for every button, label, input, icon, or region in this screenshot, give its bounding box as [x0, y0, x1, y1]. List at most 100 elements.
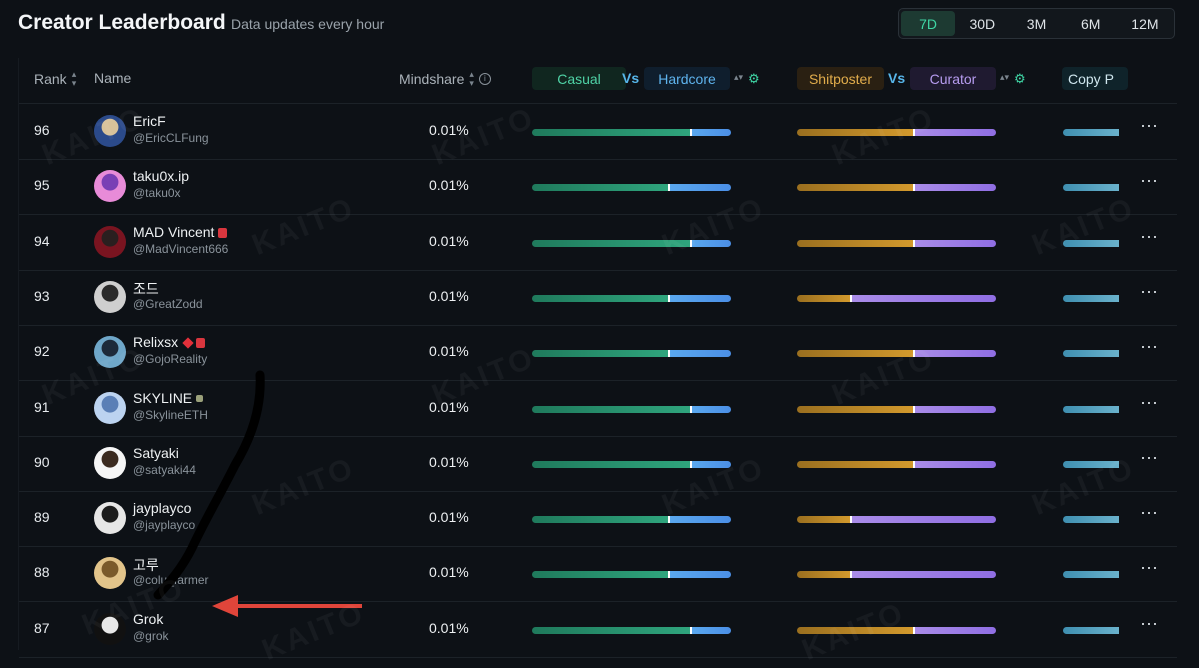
rank-number: 87 — [34, 619, 50, 636]
creator-name-text: taku0x.ip — [133, 168, 190, 185]
copy-bar — [1063, 184, 1119, 192]
mindshare-column-header[interactable]: Mindshare ▴ ▾ i — [399, 70, 491, 88]
shitposter-curator-bar — [797, 516, 996, 524]
shitposter-curator-bar — [797, 129, 996, 136]
avatar[interactable] — [94, 170, 126, 203]
avatar[interactable] — [94, 557, 126, 590]
creator-name[interactable]: EricF — [133, 113, 166, 129]
casual-hardcore-bar — [532, 184, 731, 192]
avatar[interactable] — [94, 115, 126, 147]
creator-name-text: EricF — [133, 113, 166, 129]
avatar[interactable] — [94, 502, 126, 535]
casual-hardcore-bar — [532, 405, 731, 413]
more-options-icon[interactable]: ⋯ — [1140, 116, 1159, 136]
shitposter-filter[interactable]: Shitposter — [797, 67, 884, 90]
table-row[interactable]: 87 Grok @grok 0.01% ⋯ — [19, 602, 1177, 658]
name-column-header: Name — [94, 70, 131, 86]
page-title: Creator Leaderboard — [18, 11, 226, 34]
copy-bar — [1063, 350, 1119, 358]
name-header-label: Name — [94, 70, 132, 86]
copy-bar — [1063, 516, 1119, 524]
casual-hardcore-bar — [532, 294, 731, 302]
creator-handle: @satyaki44 — [133, 462, 196, 477]
table-row[interactable]: 92 Relixsx @GojoReality 0.01% ⋯ — [19, 325, 1177, 382]
mindshare-value: 0.01% — [429, 232, 469, 249]
more-options-icon[interactable]: ⋯ — [1140, 503, 1159, 524]
copy-filter[interactable]: Copy P — [1062, 67, 1128, 90]
period-tab-30d[interactable]: 30D — [969, 15, 996, 32]
table-row[interactable]: 89 jayplayco @jayplayco 0.01% ⋯ — [19, 491, 1177, 548]
more-options-icon[interactable]: ⋯ — [1140, 226, 1159, 247]
more-options-icon[interactable]: ⋯ — [1140, 558, 1159, 579]
avatar[interactable] — [94, 336, 126, 369]
table-row[interactable]: 93 조드 @GreatZodd 0.01% ⋯ — [19, 270, 1177, 326]
avatar[interactable] — [94, 391, 126, 424]
settings-icon[interactable]: ⚙ — [1014, 71, 1026, 86]
avatar[interactable] — [94, 612, 126, 645]
copy-bar — [1063, 294, 1119, 302]
creator-name[interactable]: jayplayco — [133, 500, 191, 516]
mindshare-value: 0.01% — [429, 287, 469, 304]
rank-column-header[interactable]: Rank ▴ ▾ — [34, 70, 76, 88]
creator-name[interactable]: 조드 — [133, 279, 159, 299]
red-arrow-annotation — [212, 595, 362, 617]
table-row[interactable]: 88 고루 @colu_farmer 0.01% ⋯ — [19, 546, 1177, 603]
sort-icon: ▴ ▾ — [469, 69, 474, 88]
badge-icon — [196, 395, 204, 403]
casual-hardcore-bar — [532, 571, 731, 579]
table-header: Rank ▴ ▾ Name Mindshare ▴ ▾ i Casual Vs Ha… — [19, 58, 1177, 104]
period-tab-12m[interactable]: 12M — [1131, 15, 1159, 32]
more-options-icon[interactable]: ⋯ — [1140, 392, 1159, 413]
table-row[interactable]: 90 Satyaki @satyaki44 0.01% ⋯ — [19, 436, 1177, 492]
creator-handle: @GojoReality — [133, 352, 208, 367]
table-row[interactable]: 91 SKYLINE @SkylineETH 0.01% ⋯ — [19, 381, 1177, 437]
sort-icon[interactable]: ▴▾ — [1000, 72, 1010, 82]
mindshare-value: 0.01% — [429, 122, 469, 138]
shitposter-curator-bar — [797, 626, 996, 634]
casual-hardcore-bar — [532, 626, 731, 634]
mindshare-value: 0.01% — [429, 509, 469, 526]
avatar[interactable] — [94, 225, 126, 258]
period-tab-3m[interactable]: 3M — [1026, 15, 1047, 32]
period-selector: 7D 30D 3M 6M 12M — [898, 8, 1175, 39]
hand-drawn-scribble — [153, 370, 265, 600]
table-row[interactable]: 95 taku0x.ip @taku0x 0.01% ⋯ — [19, 159, 1177, 216]
creator-name[interactable]: Grok — [133, 611, 163, 627]
more-options-icon[interactable]: ⋯ — [1140, 447, 1159, 468]
info-icon[interactable]: i — [478, 73, 491, 85]
table-row[interactable]: 94 MAD Vincent @MadVincent666 0.01% ⋯ — [19, 215, 1177, 271]
sort-icon[interactable]: ▴▾ — [734, 72, 744, 82]
more-options-icon[interactable]: ⋯ — [1140, 613, 1159, 634]
creator-name[interactable]: taku0x.ip — [133, 168, 189, 184]
creator-name[interactable]: Satyaki — [133, 445, 179, 461]
avatar[interactable] — [94, 446, 126, 479]
rank-number: 88 — [34, 564, 50, 581]
more-options-icon[interactable]: ⋯ — [1140, 171, 1159, 192]
period-tab-6m[interactable]: 6M — [1080, 15, 1101, 32]
settings-icon[interactable]: ⚙ — [748, 71, 760, 86]
rank-number: 91 — [34, 398, 50, 415]
creator-name[interactable]: Relixsx — [133, 334, 206, 350]
creator-name-text: jayplayco — [133, 500, 192, 517]
hardcore-filter[interactable]: Hardcore — [644, 67, 730, 90]
creator-handle: @taku0x — [133, 186, 181, 201]
period-tab-7d[interactable]: 7D — [901, 11, 956, 36]
creator-name[interactable]: 고루 — [133, 555, 159, 575]
rank-number: 94 — [34, 232, 50, 249]
avatar[interactable] — [94, 280, 126, 313]
casual-hardcore-bar — [532, 460, 731, 468]
casual-hardcore-bar — [532, 129, 731, 136]
casual-filter[interactable]: Casual — [532, 67, 626, 90]
more-options-icon[interactable]: ⋯ — [1140, 281, 1159, 302]
more-options-icon[interactable]: ⋯ — [1140, 337, 1159, 358]
mindshare-value: 0.01% — [429, 564, 469, 581]
shitposter-curator-bar — [797, 405, 996, 413]
copy-bar — [1063, 626, 1119, 634]
creator-name[interactable]: MAD Vincent — [133, 224, 228, 240]
casual-hardcore-bar — [532, 350, 731, 358]
creator-name[interactable]: SKYLINE — [133, 390, 204, 406]
curator-filter[interactable]: Curator — [910, 67, 996, 90]
shitposter-curator-bar — [797, 294, 996, 302]
table-row[interactable]: 96 EricF @EricCLFung 0.01% ⋯ — [19, 104, 1177, 160]
copy-bar — [1063, 571, 1119, 579]
